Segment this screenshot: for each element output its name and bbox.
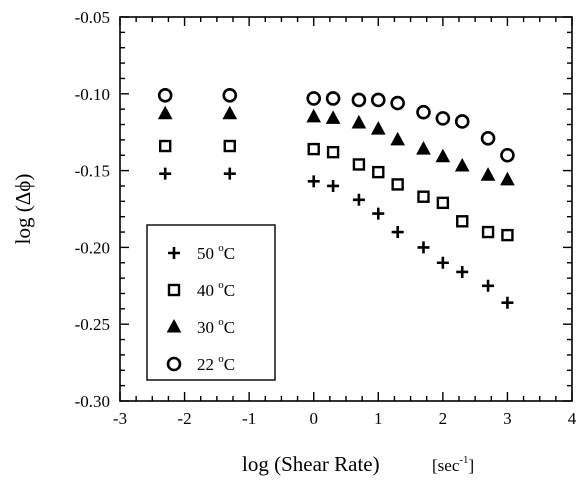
data-point-square bbox=[223, 139, 236, 153]
data-point-square bbox=[436, 196, 450, 210]
data-point-plus bbox=[352, 193, 365, 206]
y-tick-label: -0.10 bbox=[75, 85, 110, 104]
data-point-square bbox=[391, 178, 404, 191]
data-point-square bbox=[501, 228, 514, 242]
legend-entry: 22 oC bbox=[166, 353, 235, 374]
legend-box bbox=[146, 224, 276, 381]
x-tick-label: -1 bbox=[242, 409, 256, 428]
data-point-square bbox=[158, 139, 172, 153]
data-point-square bbox=[167, 283, 181, 297]
y-tick-label: -0.25 bbox=[75, 315, 110, 334]
data-point-triangle bbox=[435, 148, 451, 163]
y-tick-label: -0.20 bbox=[75, 238, 110, 257]
data-point-circle bbox=[306, 91, 322, 106]
data-point-triangle bbox=[500, 171, 515, 186]
legend-entry: 30 oC bbox=[166, 316, 235, 337]
legend-label: 30 oC bbox=[197, 316, 235, 337]
data-point-square bbox=[326, 145, 340, 159]
data-point-circle bbox=[157, 88, 173, 103]
data-point-circle bbox=[325, 91, 341, 106]
data-point-triangle bbox=[157, 105, 173, 120]
data-point-plus bbox=[159, 167, 172, 180]
legend-entry: 50 oC bbox=[168, 242, 235, 263]
data-point-triangle bbox=[390, 131, 405, 146]
data-point-plus bbox=[456, 265, 469, 278]
data-point-triangle bbox=[454, 157, 470, 172]
x-tick-label: -2 bbox=[177, 409, 191, 428]
y-tick-label: -0.15 bbox=[75, 162, 110, 181]
data-point-circle bbox=[222, 88, 238, 103]
x-tick-label: 4 bbox=[568, 409, 576, 428]
y-axis-title: log (Δϕ) bbox=[11, 174, 35, 245]
legend-label: 40 oC bbox=[197, 279, 235, 300]
data-point-plus bbox=[501, 296, 514, 309]
data-point-circle bbox=[435, 111, 451, 126]
y-tick-label: -0.30 bbox=[75, 392, 110, 411]
data-point-triangle bbox=[325, 110, 341, 124]
series-square bbox=[158, 139, 514, 242]
legend-label: 50 oC bbox=[197, 242, 235, 263]
legend: 50 oC 40 oC 30 oC 22 oC bbox=[146, 224, 276, 381]
x-tick-label: 2 bbox=[439, 409, 448, 428]
x-tick-label: 0 bbox=[309, 409, 318, 428]
data-point-triangle bbox=[370, 121, 386, 135]
data-point-circle bbox=[390, 95, 405, 111]
series-circle bbox=[157, 88, 515, 163]
data-point-plus bbox=[372, 207, 385, 220]
data-point-plus bbox=[436, 256, 449, 269]
series-plus bbox=[159, 167, 514, 309]
data-point-square bbox=[456, 215, 469, 228]
data-point-circle bbox=[166, 356, 182, 372]
y-tick-labels: -0.30 -0.25 -0.20 -0.15 -0.10 -0.05 bbox=[75, 8, 110, 411]
legend-entry: 40 oC bbox=[167, 279, 235, 300]
data-point-plus bbox=[307, 175, 320, 188]
x-axis-title: log (Shear Rate) bbox=[242, 452, 380, 476]
data-point-square bbox=[417, 190, 430, 203]
x-tick-label: 3 bbox=[503, 409, 512, 428]
data-point-triangle bbox=[306, 108, 322, 123]
x-tick-labels: -3 -2 -1 0 1 2 3 4 bbox=[113, 409, 576, 428]
data-point-plus bbox=[417, 241, 430, 254]
data-point-circle bbox=[480, 131, 496, 146]
data-point-circle bbox=[454, 114, 470, 129]
data-point-triangle bbox=[222, 105, 238, 120]
data-point-circle bbox=[351, 92, 367, 108]
data-point-square bbox=[481, 225, 495, 239]
data-point-square bbox=[372, 165, 385, 179]
data-point-plus bbox=[391, 226, 404, 239]
x-tick-label: -3 bbox=[113, 409, 127, 428]
x-axis-unit: [sec-1] bbox=[432, 454, 474, 475]
data-point-square bbox=[352, 158, 366, 171]
data-point-circle bbox=[500, 147, 515, 163]
data-point-plus bbox=[327, 179, 340, 192]
series-triangle bbox=[157, 105, 515, 186]
data-point-circle bbox=[370, 92, 386, 108]
data-point-plus bbox=[168, 247, 180, 259]
data-point-square bbox=[307, 142, 320, 156]
axis-ticks bbox=[119, 16, 573, 402]
data-point-triangle bbox=[480, 167, 496, 181]
data-point-plus bbox=[482, 279, 495, 292]
data-point-circle bbox=[416, 104, 431, 120]
legend-label: 22 oC bbox=[197, 353, 235, 374]
data-point-triangle bbox=[351, 114, 367, 129]
x-tick-label: 1 bbox=[374, 409, 383, 428]
data-point-plus bbox=[223, 167, 236, 180]
data-point-triangle bbox=[416, 141, 431, 155]
y-tick-label: -0.05 bbox=[75, 8, 110, 27]
data-point-triangle bbox=[166, 318, 182, 333]
data-points bbox=[157, 88, 515, 309]
